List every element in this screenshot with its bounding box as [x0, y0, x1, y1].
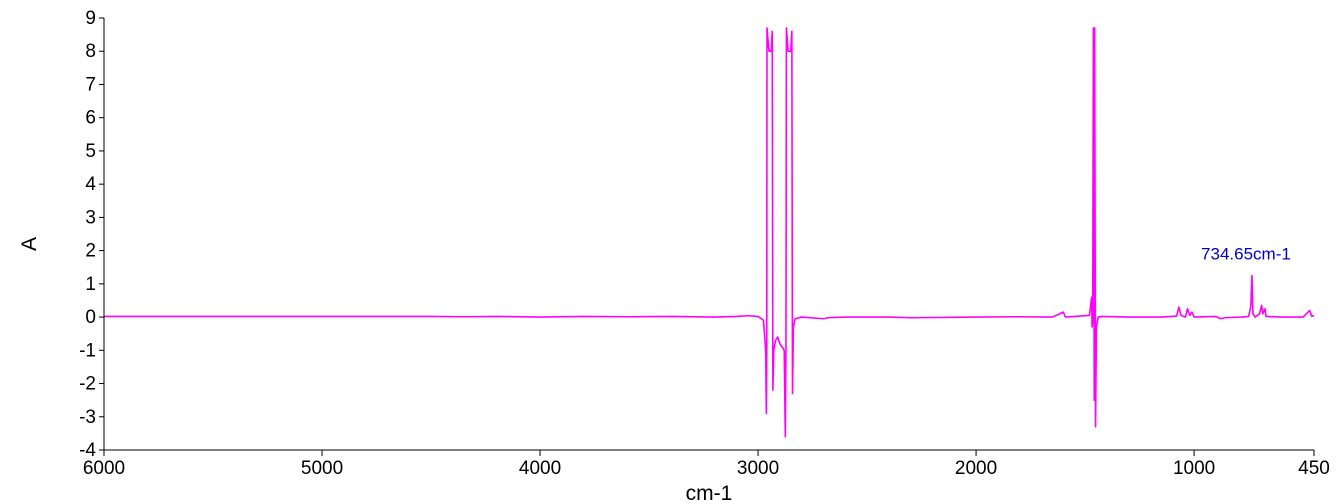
y-axis-ticks: 9 8 7 6 5 4 3 2 1 0 -1 -2 -3 -4: [79, 8, 104, 461]
y-tick-label: -1: [79, 340, 96, 361]
y-tick-label: 0: [85, 307, 96, 328]
x-axis-ticks: 6000 5000 4000 3000 2000 1000 450: [83, 450, 1330, 479]
y-tick-label: -3: [79, 407, 96, 428]
y-tick-label: -4: [79, 440, 96, 461]
y-tick-label: 9: [85, 8, 96, 29]
x-tick-label: 5000: [301, 458, 343, 479]
y-tick-label: 3: [85, 207, 96, 228]
x-tick-label: 6000: [83, 458, 125, 479]
y-tick-label: 8: [85, 41, 96, 62]
x-axis-title: cm-1: [686, 482, 733, 504]
peak-label: 734.65cm-1: [1201, 245, 1291, 264]
spectrum-line-0: [104, 27, 1315, 438]
x-tick-label: 450: [1298, 458, 1330, 479]
y-tick-label: 1: [85, 274, 96, 295]
y-tick-label: 7: [85, 74, 96, 95]
x-tick-label: 1000: [1173, 458, 1215, 479]
x-tick-label: 2000: [955, 458, 997, 479]
plot-area: [104, 27, 1315, 438]
y-tick-label: 2: [85, 241, 96, 262]
x-tick-label: 4000: [519, 458, 561, 479]
y-axis-title: A: [18, 237, 41, 251]
y-tick-label: -2: [79, 374, 96, 395]
peak-annotation: 734.65cm-1: [1201, 245, 1291, 264]
axes: 6000 5000 4000 3000 2000 1000 450 9 8 7 6 5 4 3 2 1 0 -1…: [79, 8, 1330, 479]
y-tick-label: 6: [85, 108, 96, 129]
x-tick-label: 3000: [737, 458, 779, 479]
y-tick-label: 5: [85, 141, 96, 162]
y-tick-label: 4: [85, 174, 96, 195]
